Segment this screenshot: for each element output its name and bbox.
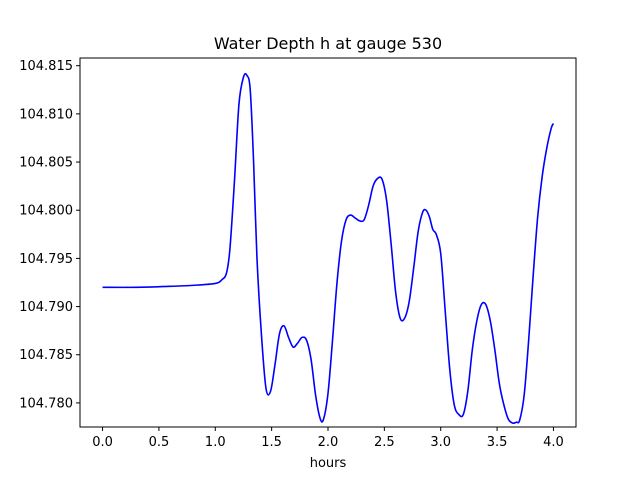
x-axis-label: hours: [310, 456, 347, 471]
y-axis-ticks: 104.780 104.785 104.790 104.795 104.800 104.8…: [19, 59, 80, 411]
plot-frame: [79, 57, 577, 428]
x-tick-label: 0.0: [92, 435, 113, 450]
plot-background: [80, 58, 576, 427]
x-tick-label: 3.0: [430, 435, 451, 450]
x-axis-ticks: 0.0 0.5 1.0 1.5 2.0 2.5 3.0 3.5 4.0: [92, 427, 564, 450]
x-tick-label: 1.0: [205, 435, 226, 450]
chart-title: Water Depth h at gauge 530: [214, 34, 442, 53]
y-tick-label: 104.810: [19, 107, 73, 122]
y-tick-label: 104.815: [19, 59, 73, 74]
y-tick-label: 104.800: [19, 204, 73, 219]
series-layer: [102, 72, 555, 425]
x-tick-label: 0.5: [149, 435, 170, 450]
x-tick-label: 3.5: [487, 435, 508, 450]
y-tick-label: 104.805: [19, 156, 73, 171]
x-tick-label: 2.5: [374, 435, 395, 450]
plot-area: [80, 58, 576, 427]
y-tick-label: 104.785: [19, 348, 73, 363]
series-line-0: [102, 72, 555, 425]
y-tick-label: 104.795: [19, 252, 73, 267]
y-tick-label: 104.790: [19, 300, 73, 315]
x-tick-label: 2.0: [318, 435, 339, 450]
x-tick-label: 1.5: [261, 435, 282, 450]
x-tick-label: 4.0: [543, 435, 564, 450]
y-tick-label: 104.780: [19, 396, 73, 411]
